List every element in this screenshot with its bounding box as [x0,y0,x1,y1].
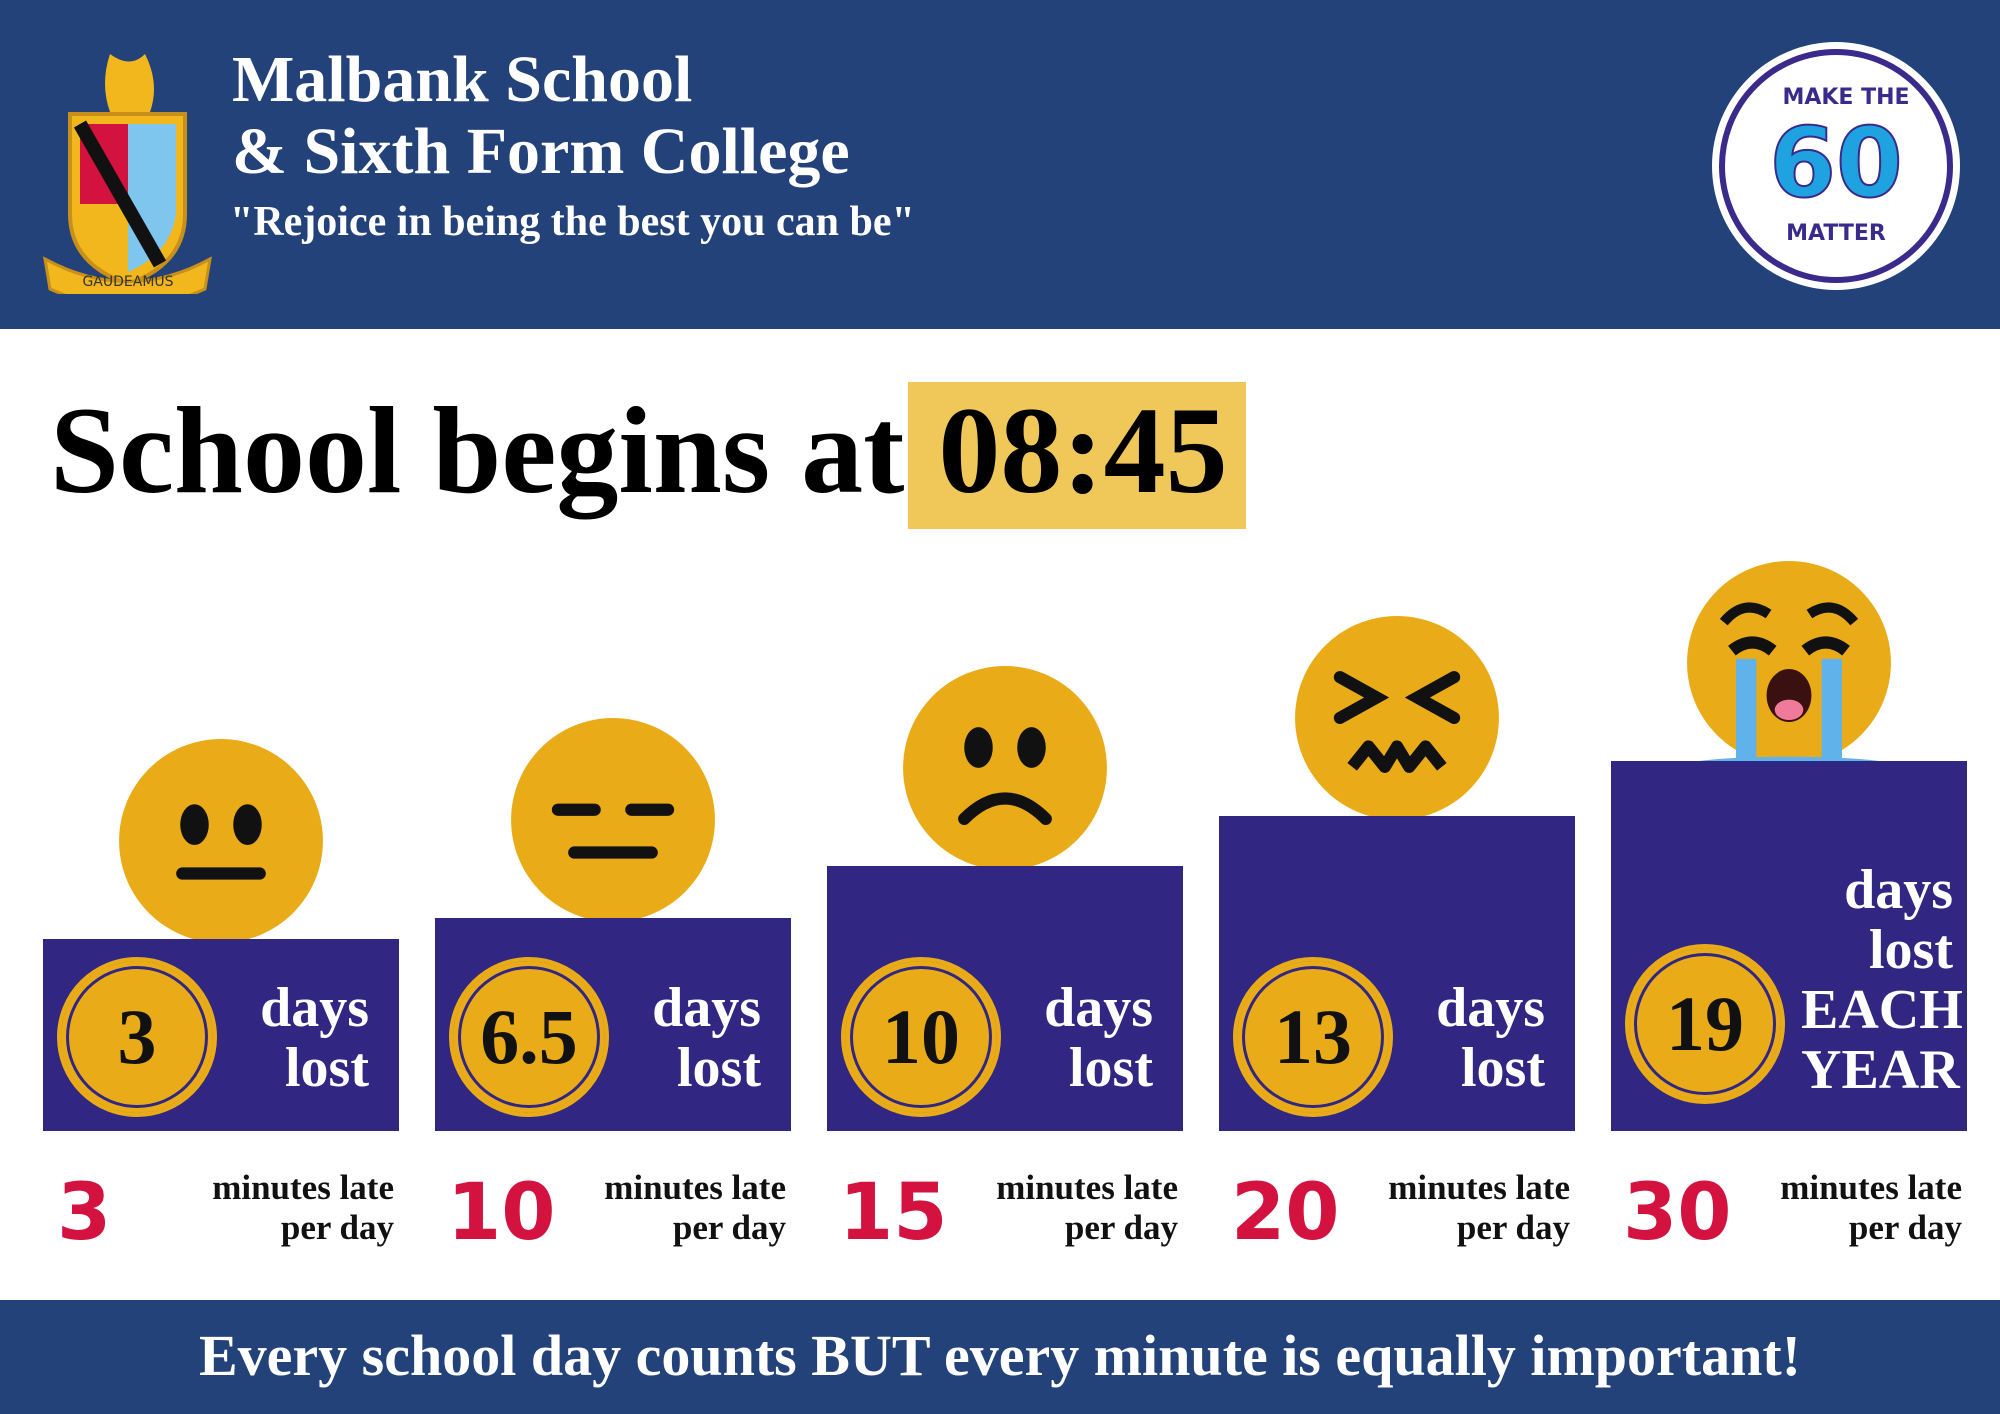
minutes: 15 [839,1168,948,1258]
emoji [119,739,323,943]
minutes: 3 [57,1168,112,1258]
days-text-line: lost [677,1037,761,1099]
minutes: 10 [447,1168,556,1258]
minutes: 30 [1623,1168,1732,1258]
minutes: 20 [1231,1168,1340,1258]
days-text-line: lost [1461,1037,1545,1099]
days-circle: 6.5 [449,957,609,1117]
days-text-line: YEAR [1801,1039,1960,1101]
days-circle: 13 [1233,957,1393,1117]
badge-number: 60 [1769,107,1903,219]
emoji [1687,561,1891,773]
motto: "Rejoice in being the best you can be" [230,199,915,245]
days-text-line: lost [285,1037,369,1099]
days-text-line: lost [1869,919,1953,981]
days-text-line: days [1044,977,1153,1039]
minutes-text: minutes late per day [154,1168,394,1248]
minutes-text-line: minutes late [1388,1168,1570,1207]
days-circle: 3 [57,957,217,1117]
minutes-text: minutes late per day [1330,1168,1570,1248]
minutes-text-line: minutes late [996,1168,1178,1207]
header: GAUDEAMUS Malbank School & Sixth Form Co… [0,0,2000,329]
footer: Every school day counts BUT every minute… [0,1300,2000,1414]
minutes-text-line: minutes late [212,1168,394,1207]
days-text-line: lost [1069,1037,1153,1099]
days-text-line: EACH [1801,979,1963,1041]
minutes-text-line: per day [1064,1208,1178,1247]
days-text-line: days [260,977,369,1039]
days-text-line: days [1436,977,1545,1039]
emoji [511,718,715,922]
emoji [1295,616,1499,820]
days-text-line: days [1844,859,1953,921]
minutes-text-line: per day [1848,1208,1962,1247]
crest-text: GAUDEAMUS [82,274,173,290]
headline-text: School begins at [50,382,905,519]
minutes-text: minutes late per day [1722,1168,1962,1248]
days-text: days lost [1017,978,1153,1098]
minutes-text-line: per day [672,1208,786,1247]
minutes-text-line: minutes late [604,1168,786,1207]
days-circle: 19 [1625,944,1785,1104]
crest: GAUDEAMUS [43,54,212,294]
minutes-text: minutes late per day [546,1168,786,1248]
emoji [903,666,1107,870]
minutes-text-line: per day [280,1208,394,1247]
school-name: & Sixth Form College [232,115,850,188]
minutes-text: minutes late per day [938,1168,1178,1248]
headline: School begins at 08:45 [50,380,1246,529]
days-circle: 10 [841,957,1001,1117]
minutes-text-line: per day [1456,1208,1570,1247]
days-text: days lost [625,978,761,1098]
days-text: days lost EACH YEAR [1801,859,1963,1101]
start-time: 08:45 [908,382,1246,529]
days-text: days lost [1409,978,1545,1098]
minutes-text-line: minutes late [1780,1168,1962,1207]
days-text-line: days [652,977,761,1039]
school-name: Malbank School [232,43,693,116]
badge-text: MAKE THE [1782,85,1909,110]
days-text: days lost [233,978,369,1098]
badge: MAKE THE 60 MATTER [1712,42,1960,290]
badge-text: MATTER [1786,221,1886,246]
